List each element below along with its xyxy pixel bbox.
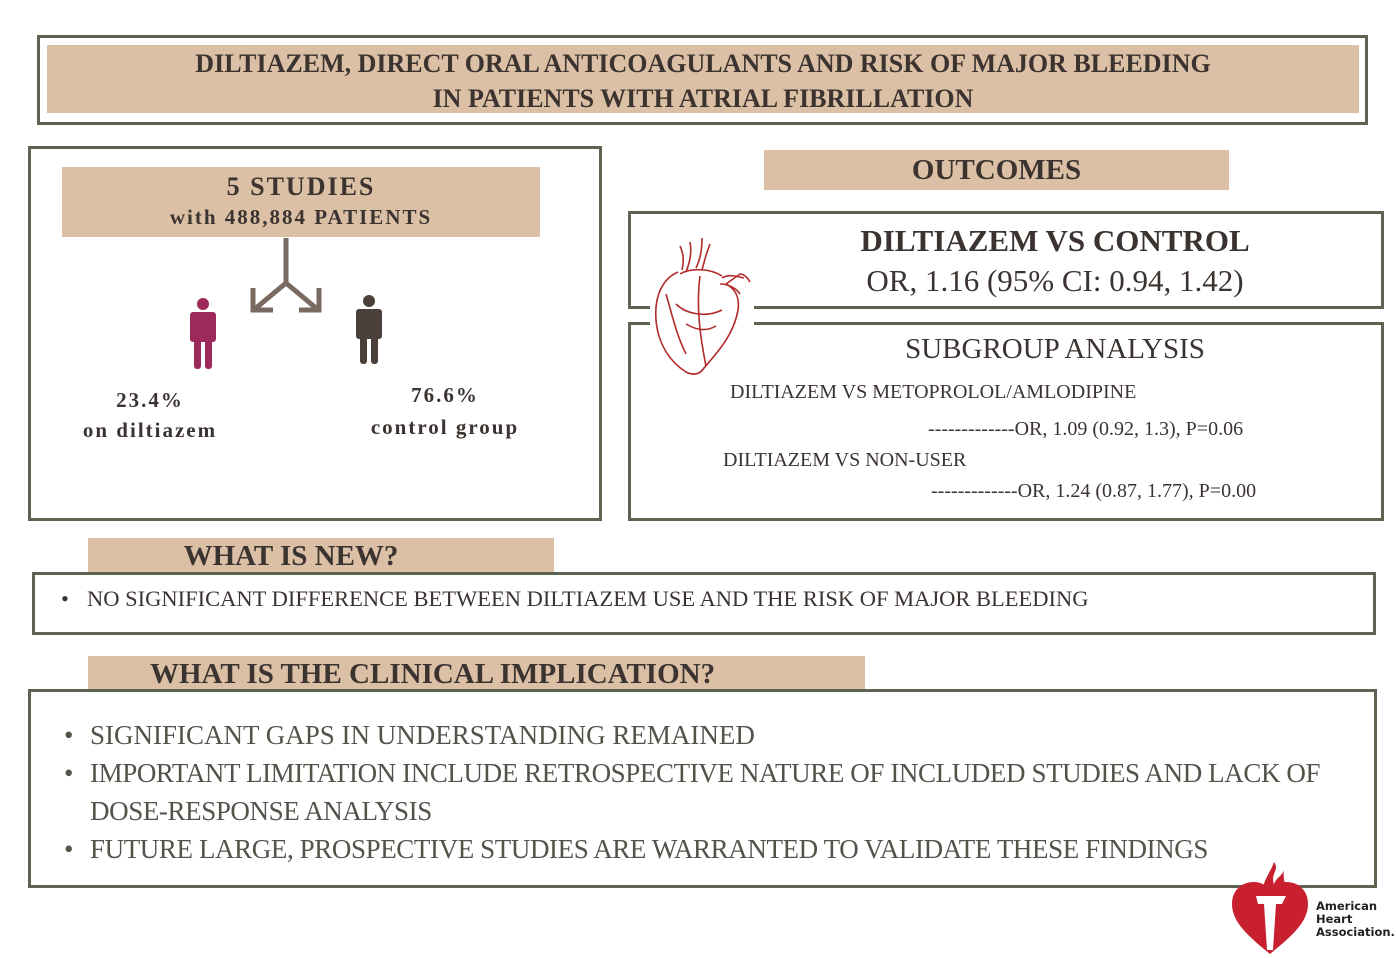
clinical-header: WHAT IS THE CLINICAL IMPLICATION?: [150, 658, 716, 690]
aha-heart-torch-logo: [1232, 862, 1308, 954]
diltiazem-share: 23.4% on diltiazem: [40, 385, 260, 445]
clinical-list: SIGNIFICANT GAPS IN UNDERSTANDING REMAIN…: [64, 716, 1340, 868]
subgroup-2-result: -------------OR, 1.24 (0.87, 1.77), P=0.…: [931, 480, 1257, 502]
title-line-2: IN PATIENTS WITH ATRIAL FIBRILLATION: [432, 84, 974, 113]
outcomes-banner: OUTCOMES: [764, 150, 1229, 190]
main-result-box: [628, 211, 1384, 309]
control-share: 76.6% control group: [330, 379, 560, 443]
control-percent: 76.6%: [411, 383, 479, 407]
main-comparison-result: OR, 1.16 (95% CI: 0.94, 1.42): [866, 263, 1244, 298]
clinical-banner: WHAT IS THE CLINICAL IMPLICATION?: [88, 656, 865, 691]
patients-count: with 488,884 PATIENTS: [169, 205, 433, 229]
subgroup-2-label: DILTIAZEM VS NON-USER: [723, 449, 967, 471]
diltiazem-label: on diltiazem: [82, 418, 218, 442]
what-is-new-banner: WHAT IS NEW?: [88, 538, 554, 573]
control-label: control group: [370, 415, 520, 439]
studies-banner: 5 STUDIES with 488,884 PATIENTS: [62, 167, 540, 237]
aha-logo-text: American Heart Association.: [1316, 899, 1395, 939]
clinical-item: SIGNIFICANT GAPS IN UNDERSTANDING REMAIN…: [64, 716, 1340, 754]
title-line-1: DILTIAZEM, DIRECT ORAL ANTICOAGULANTS AN…: [195, 49, 1211, 78]
person-diltiazem-icon: [190, 298, 216, 369]
subgroup-1-result: -------------OR, 1.09 (0.92, 1.3), P=0.0…: [928, 418, 1244, 440]
studies-count: 5 STUDIES: [226, 172, 376, 201]
subgroup-box: [628, 322, 1384, 521]
subgroup-title: SUBGROUP ANALYSIS: [905, 333, 1205, 365]
what-is-new-item: NO SIGNIFICANT DIFFERENCE BETWEEN DILTIA…: [61, 586, 1088, 612]
clinical-item: IMPORTANT LIMITATION INCLUDE RETROSPECTI…: [64, 754, 1340, 830]
diltiazem-percent: 23.4%: [116, 388, 184, 412]
what-is-new-header: WHAT IS NEW?: [183, 540, 399, 572]
outcomes-header: OUTCOMES: [911, 154, 1082, 186]
clinical-item: FUTURE LARGE, PROSPECTIVE STUDIES ARE WA…: [64, 830, 1340, 868]
main-comparison-title: DILTIAZEM VS CONTROL: [860, 223, 1250, 258]
title-banner: DILTIAZEM, DIRECT ORAL ANTICOAGULANTS AN…: [47, 45, 1359, 113]
subgroup-1-label: DILTIAZEM VS METOPROLOL/AMLODIPINE: [730, 381, 1137, 403]
split-arrow-icon: [250, 238, 322, 313]
person-control-icon: [356, 295, 382, 364]
anatomical-heart-icon: [654, 237, 751, 375]
